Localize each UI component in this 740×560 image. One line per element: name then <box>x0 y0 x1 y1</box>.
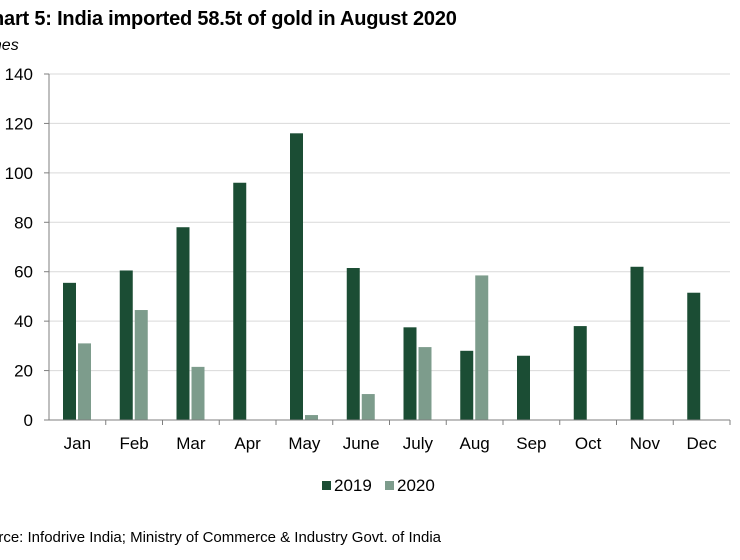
legend: 2019 2020 <box>322 476 435 495</box>
bar-2019-sep <box>517 355 530 420</box>
x-tick-label: Feb <box>119 434 148 453</box>
y-axis-unit-label: nnes <box>0 37 19 54</box>
y-tick-label: 40 <box>14 312 33 331</box>
bar-2019-mar <box>176 227 190 420</box>
bar-2019-oct <box>573 326 587 420</box>
x-tick-label: Nov <box>630 434 661 453</box>
source-note: urce: Infodrive India; Ministry of Comme… <box>0 529 442 546</box>
bar-2019-nov <box>630 266 644 420</box>
x-axis-labels: Jan Feb Mar Apr May June July Aug Sep Oct Nov Dec <box>64 434 718 453</box>
y-tick-label: 60 <box>14 263 33 282</box>
y-tick-label: 80 <box>14 213 33 232</box>
x-tick-label: Jan <box>64 434 91 453</box>
bar-2020-feb <box>134 310 148 420</box>
chart-title: hart 5: India imported 58.5t of gold in … <box>0 8 457 30</box>
x-tick-label: July <box>403 434 434 453</box>
x-tick-label: Aug <box>460 434 490 453</box>
legend-label-2020: 2020 <box>397 476 435 495</box>
bar-2019-dec <box>687 292 701 420</box>
x-tick-label: Oct <box>575 434 602 453</box>
bar-chart: 0 20 40 60 80 100 120 140 Jan Feb Mar Apr May June Ju… <box>5 65 731 495</box>
gridlines <box>49 73 730 372</box>
bar-2019-jan <box>63 282 76 420</box>
y-tick-label: 140 <box>5 65 33 84</box>
y-tick-label: 100 <box>5 164 33 183</box>
bar-2019-feb <box>119 270 133 420</box>
bars <box>63 133 701 421</box>
y-tick-label: 120 <box>5 114 33 133</box>
bar-2020-may <box>305 415 318 420</box>
axes <box>44 73 731 425</box>
bar-2019-apr <box>233 182 247 420</box>
y-axis-ticks: 0 20 40 60 80 100 120 140 <box>5 65 33 430</box>
legend-label-2019: 2019 <box>334 476 372 495</box>
y-tick-label: 0 <box>24 411 33 430</box>
bar-2020-july <box>418 347 432 420</box>
x-tick-label: May <box>288 434 321 453</box>
bar-2019-july <box>403 327 417 420</box>
bar-2020-jan <box>78 343 91 420</box>
bar-2019-aug <box>460 350 474 420</box>
x-tick-label: Sep <box>516 434 546 453</box>
x-tick-label: Mar <box>176 434 206 453</box>
y-tick-label: 20 <box>14 362 33 381</box>
bar-2020-mar <box>191 366 205 420</box>
bar-2020-june <box>361 394 375 420</box>
bar-2019-may <box>290 133 303 421</box>
x-tick-label: June <box>343 434 380 453</box>
bar-2020-aug <box>475 275 489 420</box>
legend-swatch-2019 <box>322 481 331 490</box>
legend-swatch-2020 <box>385 481 394 490</box>
x-tick-label: Dec <box>687 434 718 453</box>
x-tick-label: Apr <box>234 434 261 453</box>
bar-2019-june <box>346 268 360 420</box>
